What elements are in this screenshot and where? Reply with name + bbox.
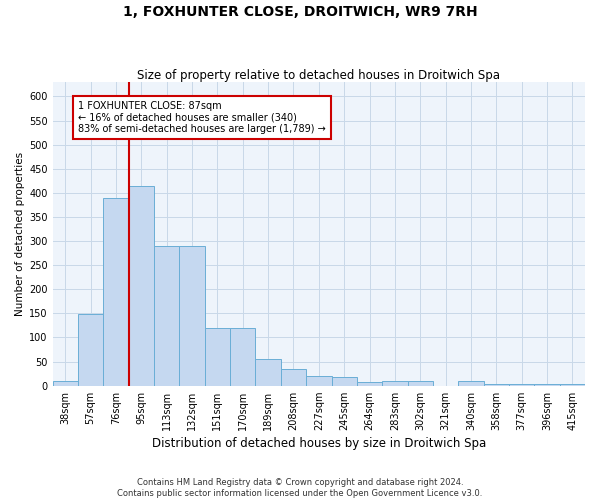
Text: 1, FOXHUNTER CLOSE, DROITWICH, WR9 7RH: 1, FOXHUNTER CLOSE, DROITWICH, WR9 7RH <box>122 5 478 19</box>
Title: Size of property relative to detached houses in Droitwich Spa: Size of property relative to detached ho… <box>137 69 500 82</box>
Text: Contains HM Land Registry data © Crown copyright and database right 2024.
Contai: Contains HM Land Registry data © Crown c… <box>118 478 482 498</box>
Bar <box>103 198 129 386</box>
Bar <box>179 246 205 386</box>
Text: 1 FOXHUNTER CLOSE: 87sqm
← 16% of detached houses are smaller (340)
83% of semi-: 1 FOXHUNTER CLOSE: 87sqm ← 16% of detach… <box>78 102 326 134</box>
Bar <box>509 384 535 386</box>
Bar <box>306 376 332 386</box>
Bar <box>484 384 509 386</box>
Bar <box>560 384 585 386</box>
X-axis label: Distribution of detached houses by size in Droitwich Spa: Distribution of detached houses by size … <box>152 437 486 450</box>
Bar <box>53 381 78 386</box>
Bar <box>129 186 154 386</box>
Bar <box>535 384 560 386</box>
Bar <box>78 314 103 386</box>
Bar <box>357 382 382 386</box>
Bar <box>407 381 433 386</box>
Bar <box>281 369 306 386</box>
Y-axis label: Number of detached properties: Number of detached properties <box>15 152 25 316</box>
Bar <box>205 328 230 386</box>
Bar <box>256 359 281 386</box>
Bar <box>458 381 484 386</box>
Bar <box>230 328 256 386</box>
Bar <box>154 246 179 386</box>
Bar <box>332 377 357 386</box>
Bar <box>382 381 407 386</box>
